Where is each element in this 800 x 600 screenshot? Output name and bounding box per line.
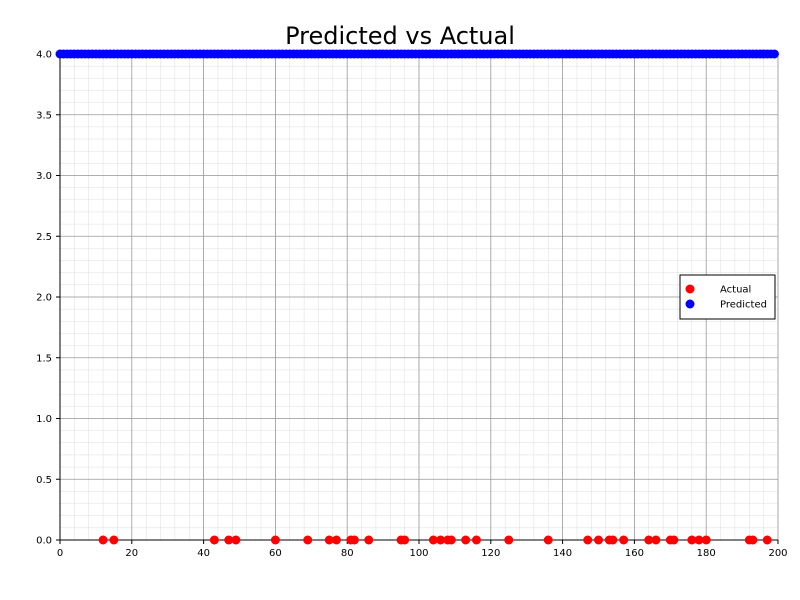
actual-point bbox=[324, 535, 334, 545]
legend-marker-actual bbox=[685, 284, 695, 294]
y-tick-label: 2.0 bbox=[36, 293, 52, 304]
actual-point bbox=[231, 535, 241, 545]
actual-point bbox=[436, 535, 446, 545]
actual-point bbox=[428, 535, 438, 545]
x-tick-label: 20 bbox=[125, 548, 138, 559]
actual-point bbox=[364, 535, 374, 545]
legend-marker-predicted bbox=[685, 299, 695, 309]
actual-point bbox=[461, 535, 471, 545]
x-tick-label: 140 bbox=[553, 548, 572, 559]
actual-point bbox=[209, 535, 219, 545]
actual-point bbox=[594, 535, 603, 545]
actual-point bbox=[762, 535, 772, 545]
x-tick-label: 200 bbox=[768, 548, 787, 559]
actual-point bbox=[543, 535, 553, 545]
actual-point bbox=[669, 535, 679, 545]
actual-point bbox=[694, 535, 704, 545]
y-tick-label: 4.0 bbox=[36, 50, 52, 61]
predicted-point bbox=[769, 49, 779, 59]
actual-point bbox=[651, 535, 661, 545]
actual-point bbox=[687, 535, 697, 545]
actual-point bbox=[400, 535, 410, 545]
y-tick-label: 3.5 bbox=[36, 110, 52, 121]
actual-point bbox=[644, 535, 654, 545]
actual-point bbox=[504, 535, 514, 545]
y-tick-label: 0.5 bbox=[36, 475, 52, 486]
y-tick-label: 0.0 bbox=[36, 536, 52, 547]
x-tick-label: 60 bbox=[269, 548, 282, 559]
actual-point bbox=[446, 535, 456, 545]
x-tick-label: 40 bbox=[197, 548, 210, 559]
actual-point bbox=[303, 535, 313, 545]
actual-point bbox=[701, 535, 711, 545]
actual-point bbox=[98, 535, 108, 545]
x-tick-label: 160 bbox=[625, 548, 644, 559]
x-tick-label: 180 bbox=[697, 548, 716, 559]
x-tick-label: 80 bbox=[341, 548, 354, 559]
actual-point bbox=[224, 535, 234, 545]
y-tick-label: 1.0 bbox=[36, 414, 52, 425]
x-axis-ticks: 0 20 40 60 80 100 120 140 160 180 200 bbox=[57, 540, 788, 559]
actual-point bbox=[471, 535, 481, 545]
y-tick-label: 1.5 bbox=[36, 353, 52, 364]
data-points bbox=[55, 49, 779, 545]
x-tick-label: 0 bbox=[57, 548, 63, 559]
x-tick-label: 120 bbox=[481, 548, 500, 559]
actual-point bbox=[270, 535, 280, 545]
legend: Actual Predicted bbox=[679, 274, 776, 320]
legend-box bbox=[679, 274, 776, 320]
y-axis-ticks: 0.0 0.5 1.0 1.5 2.0 2.5 3.0 3.5 4.0 bbox=[36, 50, 60, 547]
actual-point bbox=[109, 535, 119, 545]
actual-point bbox=[748, 535, 758, 545]
actual-point bbox=[331, 535, 341, 545]
chart-title: Predicted vs Actual bbox=[285, 22, 515, 50]
legend-label-predicted: Predicted bbox=[720, 300, 767, 311]
x-tick-label: 100 bbox=[409, 548, 428, 559]
y-tick-label: 2.5 bbox=[36, 232, 52, 243]
actual-point bbox=[619, 535, 629, 545]
actual-point bbox=[583, 535, 593, 545]
legend-label-actual: Actual bbox=[720, 285, 751, 296]
actual-point bbox=[349, 535, 359, 545]
actual-point bbox=[608, 535, 618, 545]
y-tick-label: 3.0 bbox=[36, 171, 52, 182]
